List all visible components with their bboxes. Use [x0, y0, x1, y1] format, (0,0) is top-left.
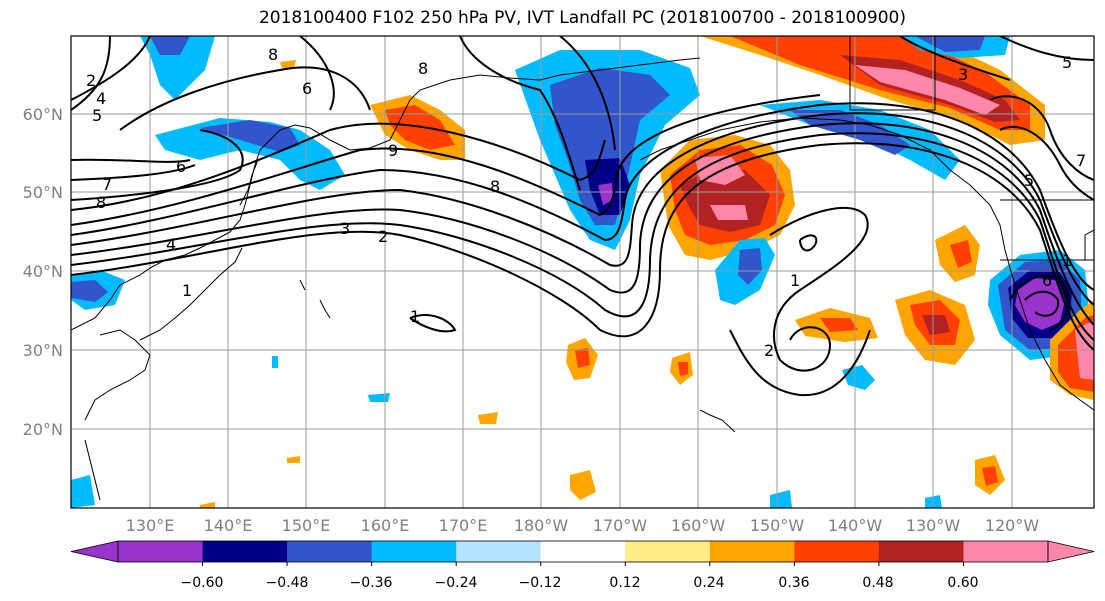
- contour-label: 8: [268, 45, 278, 64]
- contour-label: 3: [340, 219, 350, 238]
- colorbar-tick-label: −0.48: [266, 575, 309, 591]
- colorbar-tick-label: 0.24: [693, 575, 724, 591]
- colorbar: [70, 540, 1095, 566]
- colorbar-segment: [878, 541, 964, 562]
- lon-label: 120°W: [985, 516, 1040, 535]
- longitude-labels: 130°E 140°E 150°E 160°E 170°E 180°W 170°…: [126, 516, 1040, 535]
- contour-label: 8: [490, 177, 500, 196]
- colorbar-tick-label: 0.12: [609, 575, 640, 591]
- contour-label: 7: [102, 175, 112, 194]
- colorbar-segment: [709, 541, 795, 562]
- lat-label: 20°N: [23, 420, 63, 439]
- map-frame: [70, 35, 1095, 509]
- lon-label: 180°W: [514, 516, 569, 535]
- colorbar-segment: [794, 541, 880, 562]
- lon-label: 140°E: [204, 516, 253, 535]
- lon-label: 150°W: [750, 516, 805, 535]
- colorbar-segment: [371, 541, 457, 562]
- contour-label: 9: [388, 141, 398, 160]
- colorbar-extend-high: [1047, 540, 1095, 563]
- colorbar-segment: [540, 541, 626, 562]
- map-title: 2018100400 F102 250 hPa PV, IVT Landfall…: [258, 8, 906, 28]
- colorbar-segment: [118, 541, 204, 562]
- colorbar-segment: [625, 541, 711, 562]
- contour-label: 4: [96, 89, 106, 108]
- colorbar-tick-label: 0.48: [862, 575, 893, 591]
- contour-label: 2: [764, 341, 774, 360]
- colorbar-tick-label: 0.60: [947, 575, 978, 591]
- lon-label: 130°W: [906, 516, 961, 535]
- contour-label: 6: [1042, 271, 1052, 290]
- contour-label: 2: [378, 227, 388, 246]
- latitude-labels: 60°N 50°N 40°N 30°N 20°N: [23, 105, 63, 439]
- colorbar-segment: [287, 541, 373, 562]
- colorbar-tick-labels: −0.60 −0.48 −0.36 −0.24 −0.12 0.12 0.24 …: [181, 575, 979, 591]
- contour-label: 8: [96, 193, 106, 212]
- colorbar-tick-label: −0.60: [181, 575, 224, 591]
- lon-label: 170°W: [593, 516, 648, 535]
- contour-label: 3: [958, 65, 968, 84]
- contour-label: 6: [176, 157, 186, 176]
- contour-label: 5: [1062, 53, 1072, 72]
- colorbar-segment: [963, 541, 1049, 562]
- contour-label: 5: [92, 106, 102, 125]
- colorbar-tick-label: −0.12: [519, 575, 562, 591]
- lon-label: 160°W: [671, 516, 726, 535]
- colorbar-tick-label: −0.24: [435, 575, 478, 591]
- lon-label: 160°E: [361, 516, 410, 535]
- contour-label: 5: [1024, 171, 1034, 190]
- contour-label: 1: [1062, 251, 1072, 270]
- lat-label: 50°N: [23, 183, 63, 202]
- lat-label: 60°N: [23, 105, 63, 124]
- lon-label: 170°E: [439, 516, 488, 535]
- colorbar-extend-low: [70, 540, 119, 563]
- lat-label: 30°N: [23, 341, 63, 360]
- colorbar-segment: [456, 541, 542, 562]
- graticule: [71, 36, 1094, 508]
- contour-label-group: 2 4 5 8 6 6 7 8 9 8 3 2 4 1 1 1 2 8 7 5 …: [86, 45, 1086, 360]
- contour-label: 1: [790, 271, 800, 290]
- contour-label: 1: [410, 307, 420, 326]
- contour-label: 1: [182, 281, 192, 300]
- lon-label: 150°E: [282, 516, 331, 535]
- contour-label: 2: [86, 71, 96, 90]
- colorbar-segment: [202, 541, 288, 562]
- contour-label: 7: [1076, 151, 1086, 170]
- lon-label: 130°E: [126, 516, 175, 535]
- contour-label: 6: [302, 79, 312, 98]
- colorbar-outline: [117, 540, 1049, 563]
- contour-label: 4: [166, 235, 176, 254]
- pv-contours: [71, 36, 1094, 397]
- colorbar-tick-label: −0.36: [350, 575, 393, 591]
- lat-label: 40°N: [23, 262, 63, 281]
- colorbar-tick-label: 0.36: [778, 575, 809, 591]
- lon-label: 140°W: [828, 516, 883, 535]
- contour-label: 8: [418, 59, 428, 78]
